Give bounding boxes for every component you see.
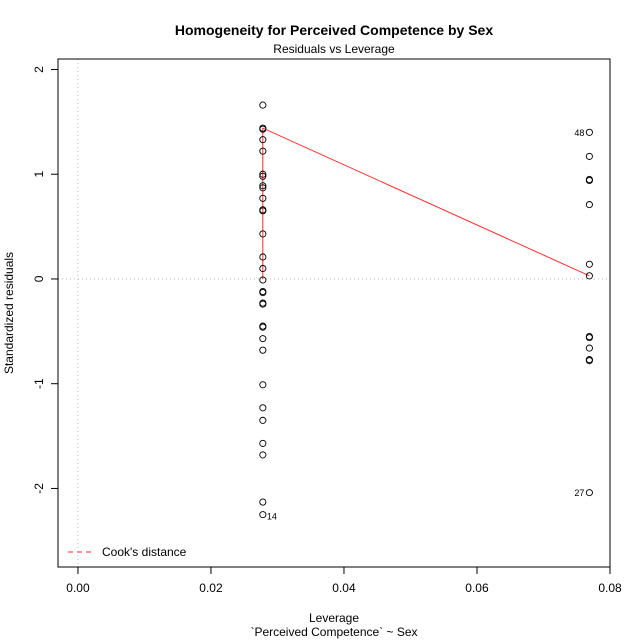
data-point xyxy=(259,300,267,308)
data-point xyxy=(259,498,267,506)
point-label-48: 48 xyxy=(574,128,584,138)
reference-lines xyxy=(58,59,610,567)
data-point xyxy=(259,207,267,215)
data-point xyxy=(259,147,267,155)
y-axis: -2 -1 0 1 2 xyxy=(32,66,59,494)
data-point xyxy=(585,344,593,352)
y-tick-label: 2 xyxy=(32,66,46,73)
data-point xyxy=(259,253,267,261)
data-point xyxy=(585,201,593,209)
x-axis-sublabel: `Perceived Competence` ~ Sex xyxy=(250,625,417,639)
chart-subtitle: Residuals vs Leverage xyxy=(273,42,395,56)
data-point xyxy=(585,357,593,365)
data-point xyxy=(585,272,593,280)
data-point xyxy=(259,184,267,192)
y-tick-label: -1 xyxy=(32,378,46,389)
data-point xyxy=(259,125,267,133)
x-tick-label: 0.04 xyxy=(332,581,356,595)
x-tick-label: 0.00 xyxy=(66,581,90,595)
legend: Cook's distance xyxy=(68,545,187,559)
smooth-line-group xyxy=(262,127,590,279)
data-point xyxy=(259,170,267,178)
data-point xyxy=(585,334,593,342)
data-point xyxy=(259,182,267,190)
data-point xyxy=(259,439,267,447)
data-point xyxy=(259,172,267,180)
data-point xyxy=(259,136,267,144)
y-tick-label: 1 xyxy=(32,171,46,178)
x-axis: 0.00 0.02 0.04 0.06 0.08 xyxy=(66,566,622,595)
data-point xyxy=(259,335,267,343)
plot-frame xyxy=(57,58,611,568)
point-label-27: 27 xyxy=(574,488,584,498)
data-point xyxy=(259,381,267,389)
data-point xyxy=(585,489,593,497)
data-point xyxy=(259,346,267,354)
data-point xyxy=(259,416,267,424)
point-labels-group: 14 48 27 xyxy=(267,128,585,522)
chart-title: Homogeneity for Perceived Competence by … xyxy=(175,22,493,38)
data-point xyxy=(259,451,267,459)
data-point xyxy=(585,128,593,136)
data-point xyxy=(259,289,267,297)
x-tick-label: 0.08 xyxy=(598,581,622,595)
data-point xyxy=(259,511,267,519)
data-point xyxy=(259,276,267,284)
data-point xyxy=(259,101,267,109)
smooth-line xyxy=(262,127,590,279)
y-tick-label: 0 xyxy=(32,275,46,282)
data-point xyxy=(585,260,593,268)
data-point xyxy=(585,176,593,185)
point-label-14: 14 xyxy=(267,512,277,522)
x-tick-label: 0.06 xyxy=(465,581,489,595)
x-tick-label: 0.02 xyxy=(199,581,223,595)
x-axis-label: Leverage xyxy=(309,611,359,625)
y-axis-label: Standardized residuals xyxy=(2,252,16,374)
points-group xyxy=(259,101,593,519)
data-point xyxy=(585,152,593,160)
legend-cooks-distance-label: Cook's distance xyxy=(102,545,187,559)
y-tick-label: -2 xyxy=(32,483,46,494)
data-point xyxy=(259,404,267,412)
data-point xyxy=(259,230,267,238)
data-point xyxy=(259,194,267,202)
data-point xyxy=(259,264,267,273)
data-point xyxy=(259,323,267,331)
